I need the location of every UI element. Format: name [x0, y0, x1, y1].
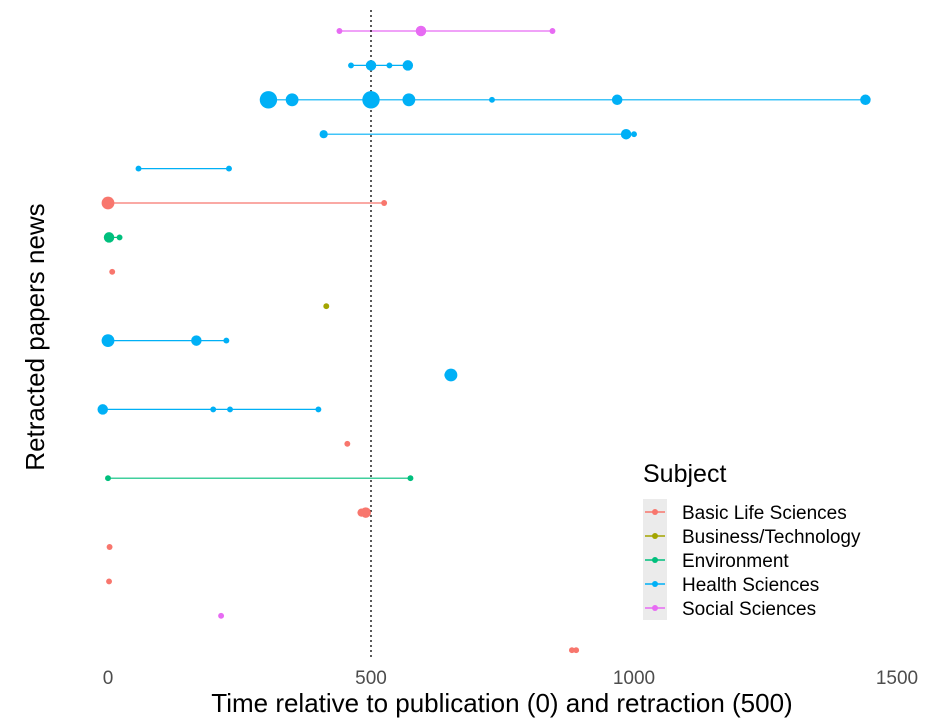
data-point	[106, 544, 113, 550]
legend-entry-label: Basic Life Sciences	[682, 503, 847, 524]
plot-points	[97, 25, 871, 654]
data-point	[444, 368, 458, 382]
x-axis-title: Time relative to publication (0) and ret…	[211, 688, 792, 718]
data-point	[191, 335, 202, 346]
data-point	[226, 165, 232, 172]
legend-key-point	[652, 581, 658, 587]
legend-entries: Basic Life Sciences Business/Technology En…	[643, 499, 861, 620]
legend-title: Subject	[643, 460, 726, 488]
data-point	[259, 91, 278, 109]
legend-entry-label: Business/Technology	[682, 527, 861, 548]
x-axis-ticks: 0 500 1000 1500	[103, 668, 918, 689]
data-point	[319, 130, 328, 139]
x-tick-label: 0	[103, 668, 114, 689]
legend-key-point	[652, 605, 658, 611]
data-point	[348, 62, 354, 69]
legend-entry-label: Social Sciences	[682, 599, 816, 620]
legend-key-point	[652, 509, 658, 515]
data-point	[365, 60, 377, 71]
data-point	[218, 612, 225, 619]
x-tick-label: 1000	[613, 668, 655, 689]
legend-key-point	[652, 557, 658, 563]
data-point	[631, 131, 637, 138]
data-point	[407, 475, 414, 482]
data-point	[402, 93, 416, 107]
data-point	[549, 28, 556, 34]
data-point	[223, 337, 230, 344]
x-tick-label: 1500	[876, 668, 918, 689]
legend: Subject Basic Life Sciences Business/Tech…	[643, 460, 861, 620]
data-point	[210, 406, 217, 413]
data-point	[860, 94, 871, 106]
data-point	[573, 647, 580, 654]
legend-key-point	[652, 533, 658, 539]
data-point	[344, 440, 351, 447]
data-point	[101, 334, 115, 347]
data-point	[105, 475, 111, 482]
data-point	[323, 303, 330, 310]
x-tick-label: 500	[355, 668, 387, 689]
legend-entry-label: Health Sciences	[682, 575, 819, 596]
data-point	[103, 232, 115, 243]
data-point	[315, 406, 322, 413]
data-point	[101, 196, 115, 210]
data-point	[611, 94, 623, 106]
data-point	[415, 25, 427, 37]
data-point	[402, 60, 414, 71]
data-point	[620, 128, 632, 140]
data-point	[568, 647, 575, 654]
data-point	[489, 96, 495, 103]
data-point	[97, 404, 108, 415]
data-point	[362, 91, 380, 109]
data-point	[386, 62, 393, 69]
data-point	[227, 406, 233, 413]
data-point	[135, 165, 142, 172]
data-point	[116, 234, 123, 241]
data-point	[336, 28, 343, 34]
data-point	[360, 507, 371, 518]
data-point	[381, 200, 388, 206]
legend-entry-label: Environment	[682, 551, 789, 572]
data-point	[109, 268, 116, 275]
y-axis-title: Retracted papers news	[20, 203, 50, 470]
data-point	[285, 93, 299, 107]
data-point	[106, 578, 113, 585]
